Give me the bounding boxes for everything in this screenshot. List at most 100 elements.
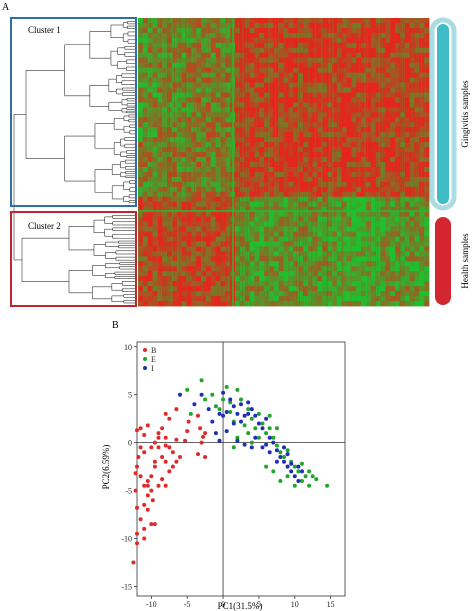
- point-I: [249, 407, 254, 412]
- point-I: [239, 402, 243, 407]
- y-tick-label: 10: [124, 343, 132, 352]
- point-B: [163, 411, 168, 416]
- point-B: [156, 445, 161, 450]
- point-I: [285, 464, 290, 469]
- plot-frame: [136, 341, 346, 597]
- x-tick-label: 5: [257, 600, 261, 609]
- point-B: [203, 455, 208, 459]
- panel-b-letter: B: [112, 320, 119, 331]
- point-E: [246, 431, 251, 436]
- x-tick-label: 15: [327, 600, 335, 609]
- point-E: [264, 431, 269, 436]
- point-E: [256, 435, 261, 440]
- point-I: [278, 455, 283, 459]
- point-B: [142, 450, 147, 455]
- x-axis-label: PC1(31.5%): [218, 601, 263, 611]
- legend-marker-E: [143, 357, 147, 361]
- point-E: [231, 445, 236, 450]
- point-E: [249, 416, 254, 421]
- gingivitis-samples-label: Gingivitis samples: [460, 80, 470, 148]
- point-E: [185, 387, 190, 392]
- point-B: [160, 426, 165, 431]
- point-I: [260, 445, 265, 450]
- point-B: [145, 479, 150, 483]
- point-B: [136, 455, 141, 459]
- point-I: [221, 390, 226, 395]
- x-tick-label: 0: [221, 600, 225, 609]
- point-B: [145, 507, 150, 512]
- cluster-2-label: Cluster 2: [28, 221, 61, 231]
- point-B: [131, 560, 136, 565]
- point-B: [149, 445, 154, 450]
- point-I: [246, 411, 251, 416]
- point-E: [249, 440, 254, 445]
- point-B: [185, 429, 190, 434]
- point-E: [239, 397, 243, 402]
- point-E: [228, 400, 233, 405]
- point-E: [300, 461, 304, 466]
- point-I: [289, 469, 294, 474]
- point-E: [271, 435, 276, 440]
- point-B: [160, 455, 165, 459]
- point-E: [292, 464, 297, 469]
- point-E: [271, 469, 276, 474]
- point-I: [285, 452, 290, 457]
- y-tick-label: -5: [125, 487, 132, 496]
- point-B: [133, 471, 138, 476]
- point-B: [167, 445, 172, 450]
- legend-label-E: E: [151, 355, 156, 364]
- y-axis-label: PC2(6.59%): [101, 445, 111, 490]
- point-B: [174, 407, 179, 412]
- point-B: [196, 452, 200, 457]
- point-B: [167, 469, 172, 474]
- point-E: [278, 479, 283, 483]
- point-I: [242, 413, 247, 418]
- point-B: [186, 419, 191, 424]
- point-B: [149, 522, 154, 527]
- point-B: [135, 541, 139, 546]
- gingivitis-bar-outline: [429, 17, 457, 211]
- point-E: [267, 413, 272, 418]
- point-I: [210, 419, 215, 424]
- point-I: [206, 407, 211, 412]
- point-I: [224, 410, 229, 414]
- point-I: [217, 411, 222, 416]
- point-E: [274, 426, 279, 431]
- point-B: [135, 505, 139, 510]
- point-I: [289, 461, 294, 466]
- y-tick-label: -10: [121, 534, 132, 543]
- point-I: [224, 429, 229, 434]
- point-B: [150, 498, 155, 503]
- point-B: [152, 522, 157, 527]
- point-E: [217, 407, 222, 412]
- point-I: [264, 442, 269, 447]
- point-I: [178, 392, 182, 397]
- y-tick-label: -15: [121, 582, 132, 591]
- point-B: [178, 455, 182, 459]
- point-I: [213, 431, 218, 436]
- point-I: [249, 445, 254, 450]
- point-B: [163, 443, 168, 448]
- point-E: [242, 423, 247, 428]
- point-E: [292, 483, 297, 488]
- point-B: [149, 488, 154, 493]
- point-E: [278, 450, 283, 455]
- cluster-2-box: [10, 211, 137, 307]
- legend-label-I: I: [151, 364, 154, 373]
- point-I: [228, 397, 233, 402]
- point-B: [152, 440, 157, 445]
- point-I: [231, 404, 236, 409]
- point-I: [246, 400, 251, 405]
- point-E: [199, 378, 204, 383]
- point-B: [198, 426, 203, 431]
- point-B: [138, 474, 143, 479]
- dendrogram: [13, 21, 136, 304]
- point-E: [325, 483, 330, 488]
- legend-label-B: B: [151, 346, 156, 355]
- point-I: [256, 421, 261, 426]
- point-B: [201, 434, 205, 439]
- point-B: [203, 431, 208, 436]
- point-I: [221, 413, 226, 418]
- point-B: [145, 423, 150, 428]
- panel-a-letter: A: [2, 2, 10, 13]
